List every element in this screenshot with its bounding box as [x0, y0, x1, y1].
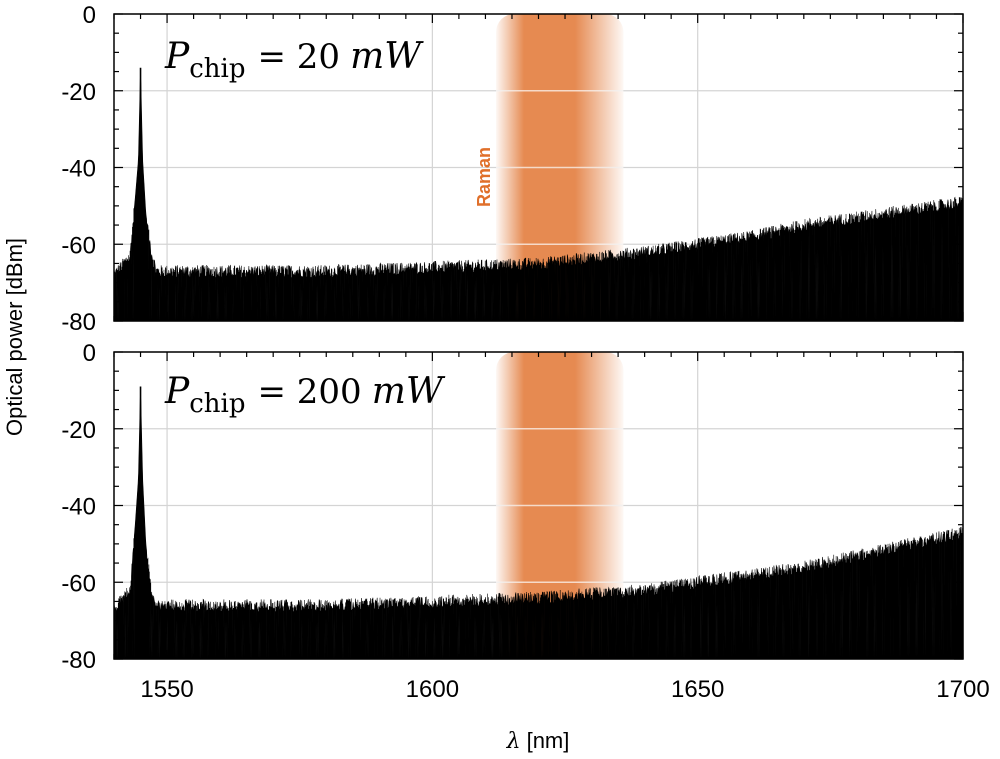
bottom-spectrum-trace [114, 391, 963, 659]
x-tick-labels: 1550 1600 1650 1700 [140, 676, 989, 703]
y-tick-label: 0 [83, 2, 96, 29]
x-tick-label: 1700 [936, 676, 989, 703]
x-tick-label: 1650 [671, 676, 724, 703]
bottom-ticks [113, 351, 964, 660]
top-raman-band-gridlines [496, 90, 624, 245]
top-panel: 0 -20 -40 -60 -80 Raman Pchip = 20 mW [61, 2, 964, 336]
y-axis-title: Optical power [dBm] [2, 238, 27, 436]
y-tick-label: -80 [61, 647, 96, 674]
x-axis-title: λ [nm] [506, 728, 570, 754]
bottom-raman-band-gridlines [496, 428, 624, 583]
top-power-annotation: Pchip = 20 mW [164, 36, 424, 84]
top-raman-label: Raman [474, 147, 494, 207]
x-tick-label: 1600 [406, 676, 459, 703]
x-tick-label: 1550 [140, 676, 193, 703]
y-tick-label: -80 [61, 309, 96, 336]
y-tick-label: -40 [61, 156, 96, 183]
y-tick-label: -20 [61, 79, 96, 106]
bottom-y-tick-labels: 0 -20 -40 -60 -80 [61, 340, 96, 674]
bottom-power-annotation: Pchip = 200 mW [164, 371, 446, 419]
bottom-panel: 0 -20 -40 -60 -80 1550 1600 1650 1700 Pchip = 20… [61, 340, 989, 703]
top-ticks [113, 13, 964, 322]
y-tick-label: 0 [83, 340, 96, 367]
y-tick-label: -60 [61, 570, 96, 597]
y-tick-label: -20 [61, 417, 96, 444]
top-y-tick-labels: 0 -20 -40 -60 -80 [61, 2, 96, 336]
y-tick-label: -60 [61, 232, 96, 259]
y-tick-label: -40 [61, 494, 96, 521]
top-spectrum-trace [114, 72, 963, 321]
